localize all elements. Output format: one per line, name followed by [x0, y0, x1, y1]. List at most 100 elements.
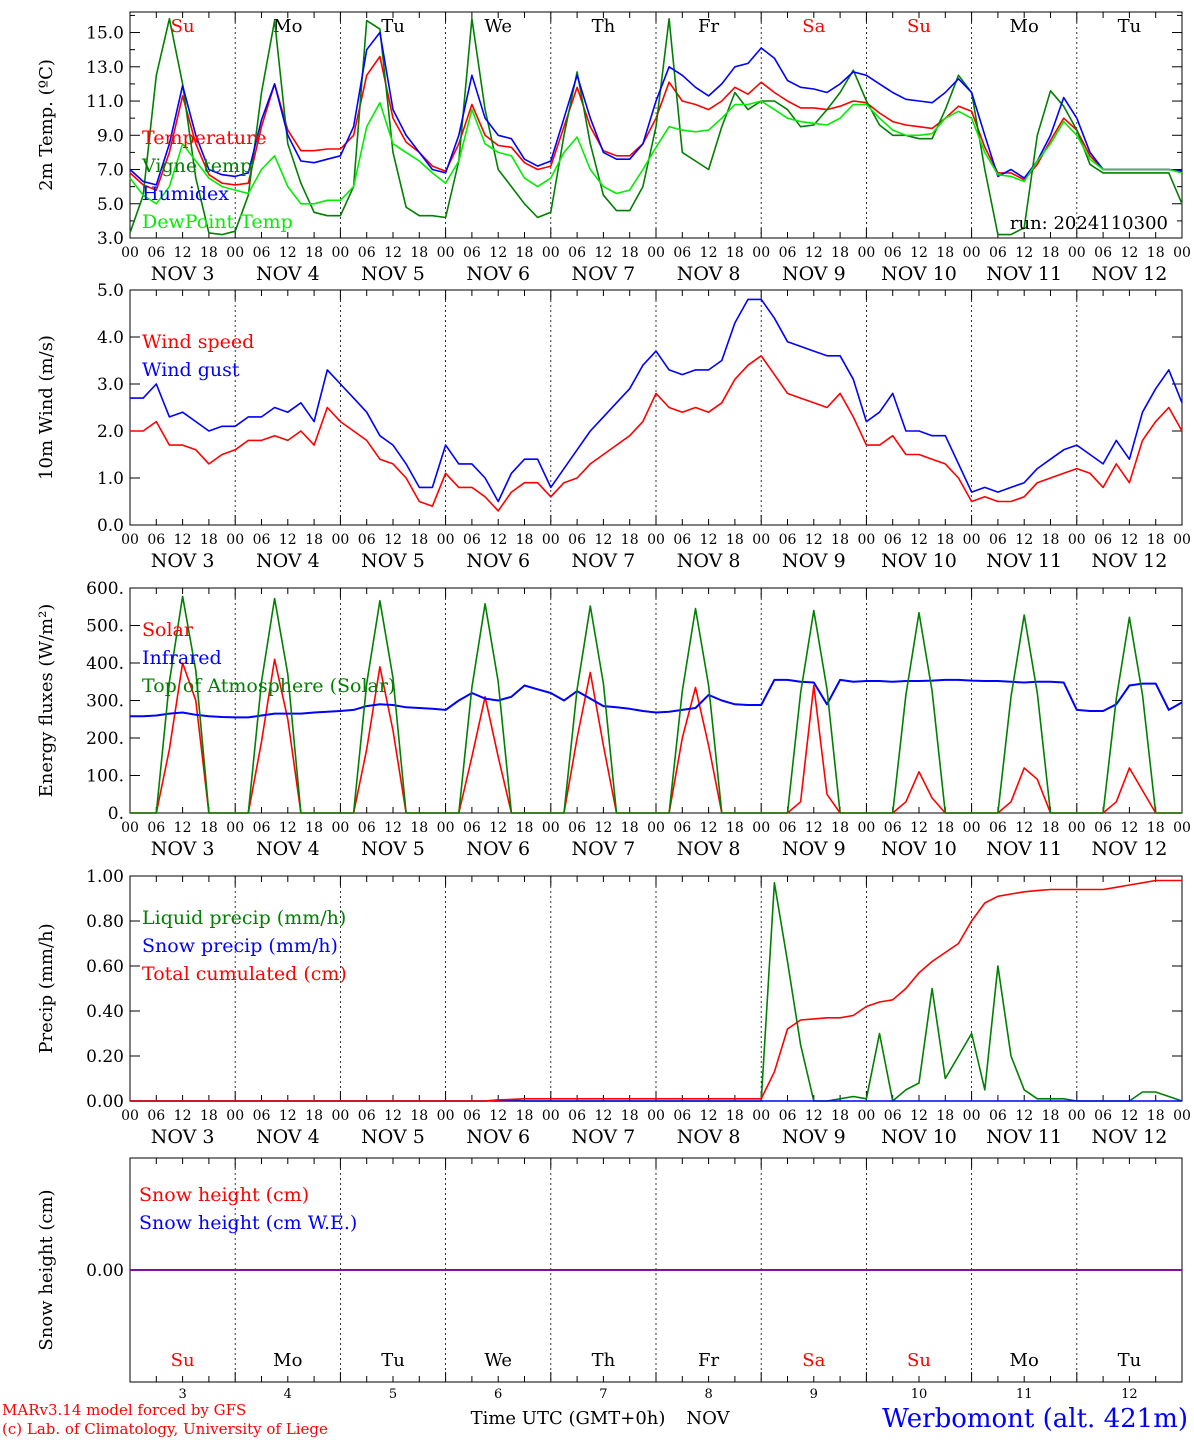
hour-label: 00 — [752, 245, 770, 261]
hour-label: 06 — [884, 532, 902, 548]
day-number-label: 3 — [178, 1387, 186, 1402]
hour-label: 12 — [805, 532, 823, 548]
date-label: NOV 8 — [677, 1126, 741, 1148]
hour-label: 06 — [884, 245, 902, 261]
hour-label: 18 — [410, 245, 428, 261]
legend-entry: Wind speed — [142, 331, 254, 353]
day-number-label: 4 — [284, 1387, 292, 1402]
date-label: NOV 4 — [256, 263, 320, 285]
weekday-label: Sa — [802, 1350, 825, 1371]
series-line-2 — [130, 678, 1183, 719]
hour-label: 12 — [1015, 245, 1033, 261]
hour-label: 18 — [936, 820, 954, 836]
hour-label: 12 — [700, 532, 718, 548]
weekday-label: Mo — [273, 1350, 302, 1371]
hour-label: 00 — [121, 245, 139, 261]
hour-label: 12 — [174, 245, 192, 261]
hour-label: 18 — [516, 820, 534, 836]
hour-label: 12 — [174, 820, 192, 836]
legend-entry: Vigne temp — [141, 155, 252, 177]
hour-label: 12 — [910, 532, 928, 548]
y-tick-label: 1.0 — [97, 469, 124, 489]
day-number-label: 9 — [810, 1387, 818, 1402]
hour-label: 18 — [726, 820, 744, 836]
series-line-3 — [130, 595, 1182, 814]
hour-label: 06 — [568, 820, 586, 836]
weekday-label: Su — [171, 1350, 195, 1371]
y-tick-label: 200. — [86, 729, 124, 749]
panel-5: 0.00 Snow height (cm) Su 3 Mo 4 Tu 5 We 6 Th 7 Fr 8 Sa… — [36, 1157, 1183, 1402]
hour-label: 12 — [279, 820, 297, 836]
weekday-label: Tu — [1118, 16, 1142, 37]
date-label: NOV 3 — [151, 550, 215, 572]
date-label: NOV 7 — [572, 263, 636, 285]
legend-entry: Solar — [142, 619, 194, 641]
hour-label: 12 — [700, 820, 718, 836]
hour-label: 12 — [805, 1108, 823, 1124]
hour-label: 18 — [831, 820, 849, 836]
hour-label: 00 — [1068, 1108, 1086, 1124]
hour-label: 00 — [331, 245, 349, 261]
hour-label: 06 — [989, 532, 1007, 548]
hour-label: 12 — [700, 245, 718, 261]
time-axis-title: Time UTC (GMT+0h) — [471, 1408, 666, 1429]
y-tick-label: 0.40 — [86, 1002, 124, 1022]
hour-label: 06 — [147, 532, 165, 548]
hour-label: 06 — [779, 820, 797, 836]
hour-label: 06 — [1094, 245, 1112, 261]
date-label: NOV 7 — [572, 1126, 636, 1148]
date-label: NOV 3 — [151, 1126, 215, 1148]
hour-label: 06 — [989, 1108, 1007, 1124]
hour-label: 00 — [963, 1108, 981, 1124]
date-label: NOV 11 — [986, 838, 1062, 860]
hour-label: 00 — [121, 1108, 139, 1124]
date-label: NOV 6 — [466, 838, 530, 860]
hour-label: 00 — [331, 820, 349, 836]
date-label: NOV 8 — [677, 550, 741, 572]
hour-label: 00 — [857, 245, 875, 261]
hour-label: 00 — [542, 532, 560, 548]
day-number-label: 6 — [494, 1387, 502, 1402]
y-tick-label: 0.80 — [86, 912, 124, 932]
date-label: NOV 12 — [1091, 1126, 1167, 1148]
date-label: NOV 11 — [986, 263, 1062, 285]
legend-entry: Top of Atmosphere (Solar) — [142, 675, 395, 697]
hour-label: 18 — [726, 245, 744, 261]
hour-label: 12 — [174, 1108, 192, 1124]
hour-label: 00 — [963, 245, 981, 261]
hour-label: 06 — [989, 820, 1007, 836]
hour-label: 00 — [647, 1108, 665, 1124]
hour-label: 00 — [1068, 532, 1086, 548]
hour-label: 00 — [331, 532, 349, 548]
hour-label: 06 — [884, 820, 902, 836]
weekday-label: Su — [907, 16, 931, 37]
hour-label: 12 — [384, 820, 402, 836]
hour-label: 00 — [542, 245, 560, 261]
hour-label: 06 — [1094, 532, 1112, 548]
y-tick-label: 0.0 — [97, 516, 124, 536]
y-tick-label: 13.0 — [86, 58, 124, 78]
hour-label: 06 — [358, 1108, 376, 1124]
y-tick-label: 9.0 — [97, 126, 124, 146]
hour-label: 12 — [805, 820, 823, 836]
hour-label: 00 — [752, 820, 770, 836]
hour-label: 06 — [568, 1108, 586, 1124]
hour-label: 12 — [489, 1108, 507, 1124]
y-axis-title: Energy fluxes (W/m²) — [36, 604, 57, 798]
date-label: NOV 4 — [256, 838, 320, 860]
legend-entry: DewPoint Temp — [142, 211, 293, 233]
hour-label: 00 — [963, 820, 981, 836]
hour-label: 12 — [489, 532, 507, 548]
hour-label: 12 — [384, 1108, 402, 1124]
hour-label: 18 — [621, 245, 639, 261]
hour-label: 06 — [253, 820, 271, 836]
credit-line-1: MARv3.14 model forced by GFS — [2, 1401, 246, 1419]
hour-label: 00 — [1173, 820, 1191, 836]
hour-label: 00 — [857, 820, 875, 836]
date-label: NOV 5 — [361, 550, 425, 572]
series-line-1 — [130, 354, 1183, 512]
weekday-label: Su — [907, 1350, 931, 1371]
date-label: NOV 12 — [1091, 550, 1167, 572]
hour-label: 18 — [1042, 1108, 1060, 1124]
